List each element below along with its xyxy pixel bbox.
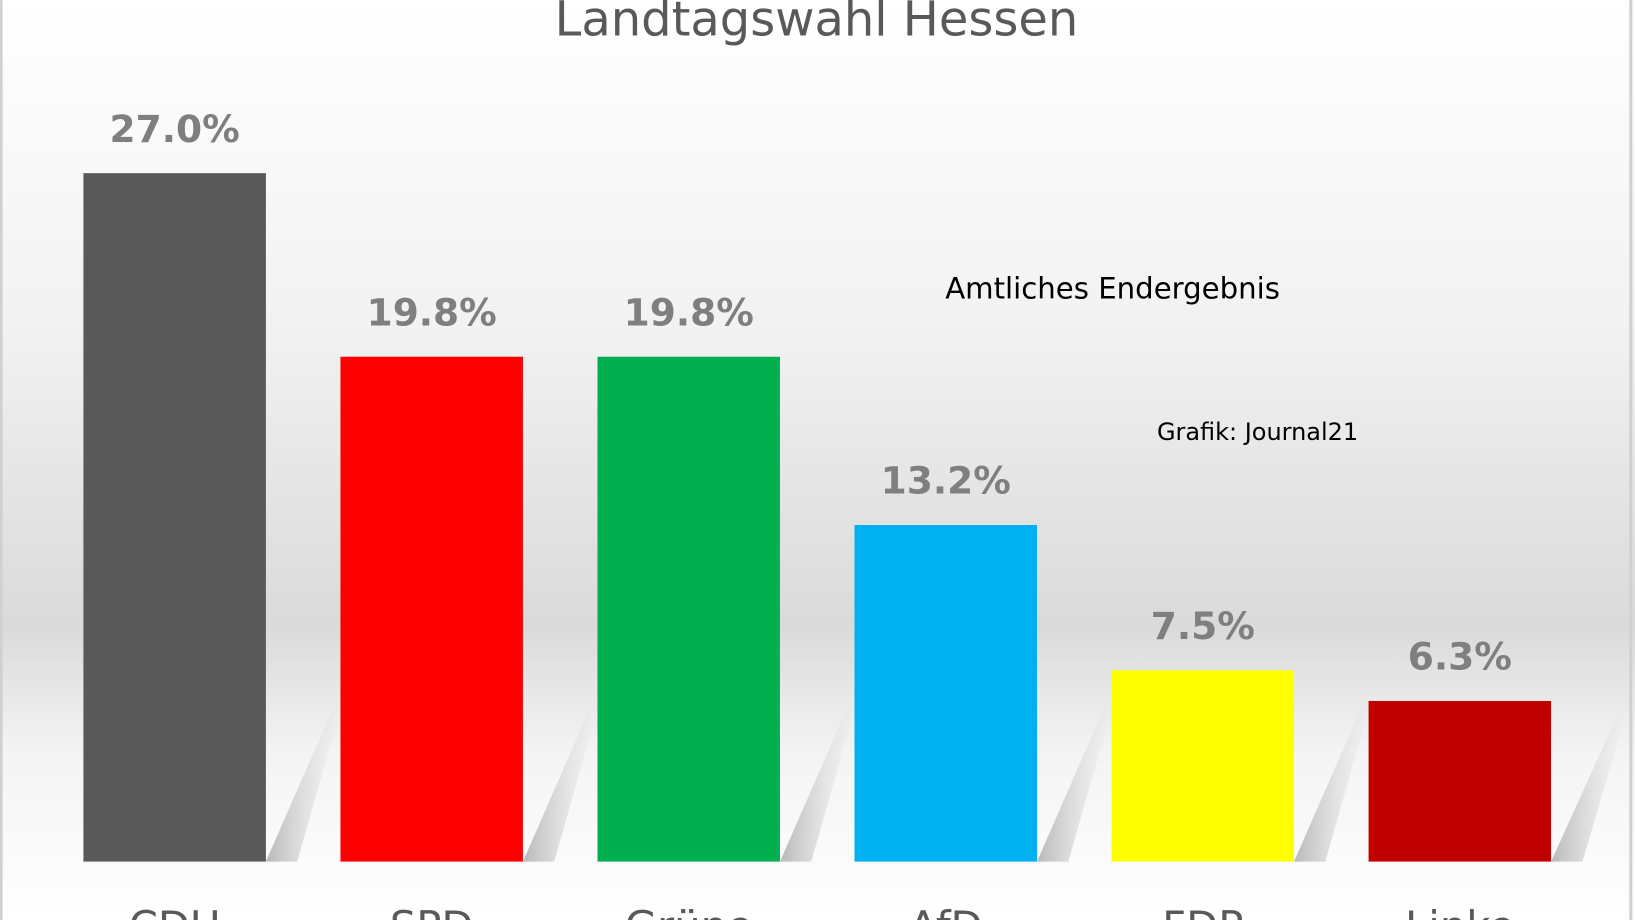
category-label: Linke: [1405, 902, 1515, 920]
data-label: 6.3%: [1408, 635, 1512, 679]
bar-afd: [854, 525, 1037, 862]
bar-shadow: [1551, 700, 1625, 862]
data-label: 19.8%: [624, 290, 754, 334]
annotation-credit: Grafik: Journal21: [1157, 418, 1358, 446]
bar-shadow: [1294, 694, 1368, 862]
bar-grüne: [597, 356, 780, 862]
data-label: 7.5%: [1151, 604, 1255, 648]
bar-cdu: [83, 173, 266, 862]
category-label: SPD: [390, 902, 474, 920]
category-label: AfD: [909, 902, 983, 920]
data-label: 13.2%: [881, 459, 1011, 503]
annotation-official-result: Amtliches Endergebnis: [945, 271, 1280, 305]
data-label: 19.8%: [367, 290, 497, 334]
category-label: CDU: [129, 902, 221, 920]
bar-fdp: [1111, 670, 1295, 862]
bar-spd: [340, 356, 523, 862]
category-label: FDP: [1162, 902, 1243, 920]
bar-linke: [1368, 700, 1552, 862]
chart-title: Landtagswahl Hessen: [555, 0, 1079, 47]
category-label: Grüne: [625, 902, 753, 920]
data-label: 27.0%: [110, 107, 240, 151]
